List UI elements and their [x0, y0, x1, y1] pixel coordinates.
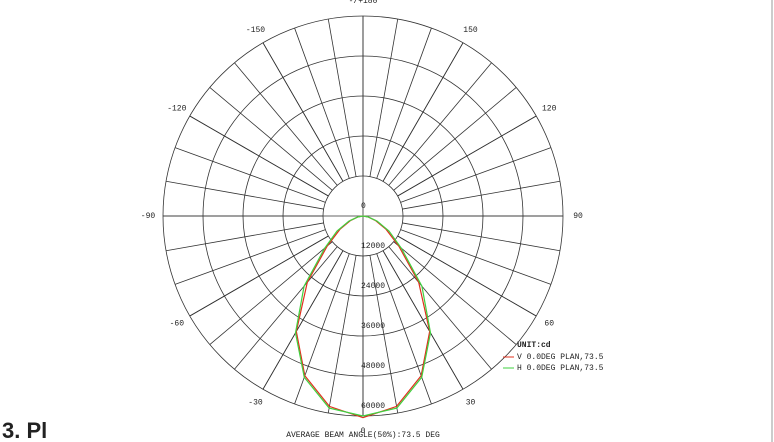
spoke — [234, 62, 338, 186]
spoke — [327, 255, 357, 414]
angle-tick-label: 60 — [544, 320, 554, 329]
spoke — [400, 147, 552, 203]
angle-tick-label: -120 — [167, 105, 186, 114]
spoke — [209, 87, 333, 191]
r-tick-label: 12000 — [361, 242, 385, 251]
angle-grid-line — [382, 250, 464, 390]
spoke — [393, 241, 517, 345]
spoke — [376, 27, 432, 179]
angle-tick-label: 150 — [463, 26, 478, 35]
spoke — [369, 18, 399, 177]
angle-grid-line — [262, 250, 344, 390]
spoke — [174, 229, 326, 285]
spoke — [294, 27, 350, 179]
angle-tick-label: -150 — [246, 26, 265, 35]
legend-label: H 0.0DEG PLAN,73.5 — [517, 364, 604, 373]
spoke — [400, 229, 552, 285]
angle-grid-line — [382, 42, 464, 182]
spoke — [165, 180, 324, 210]
angle-grid-line — [397, 235, 537, 317]
angle-grid-line — [397, 115, 537, 197]
r-tick-label: 60000 — [361, 402, 385, 411]
angle-tick-label: -/+180 — [349, 0, 378, 6]
angle-grid-line — [189, 115, 329, 197]
series-line — [294, 215, 432, 417]
spoke — [294, 253, 350, 405]
spoke — [209, 241, 333, 345]
angle-grid-line — [189, 235, 329, 317]
spoke — [402, 222, 561, 252]
angle-grid-line — [262, 42, 344, 182]
legend-label: V 0.0DEG PLAN,73.5 — [517, 353, 604, 362]
spoke — [327, 18, 357, 177]
spoke — [393, 87, 517, 191]
spoke — [388, 62, 492, 186]
caption: 3. Pl — [2, 418, 47, 442]
spoke — [165, 222, 324, 252]
spoke — [234, 246, 338, 370]
r-tick-label: 48000 — [361, 362, 385, 371]
angle-tick-label: 30 — [466, 398, 476, 407]
r-tick-label: 36000 — [361, 322, 385, 331]
angle-tick-label: -90 — [141, 212, 156, 221]
angle-tick-label: 90 — [573, 212, 583, 221]
r-tick-label: 0 — [361, 202, 366, 211]
footer: AVERAGE BEAM ANGLE(50%):73.5 DEG — [286, 431, 440, 440]
r-tick-label: 24000 — [361, 282, 385, 291]
angle-tick-label: 120 — [542, 105, 557, 114]
spoke — [174, 147, 326, 203]
spoke — [402, 180, 561, 210]
spoke — [388, 246, 492, 370]
angle-tick-label: -30 — [248, 398, 263, 407]
angle-tick-label: 0 — [361, 427, 366, 436]
unit-label: UNIT:cd — [517, 341, 551, 350]
angle-tick-label: -60 — [170, 320, 185, 329]
spoke — [369, 255, 399, 414]
spoke — [376, 253, 432, 405]
